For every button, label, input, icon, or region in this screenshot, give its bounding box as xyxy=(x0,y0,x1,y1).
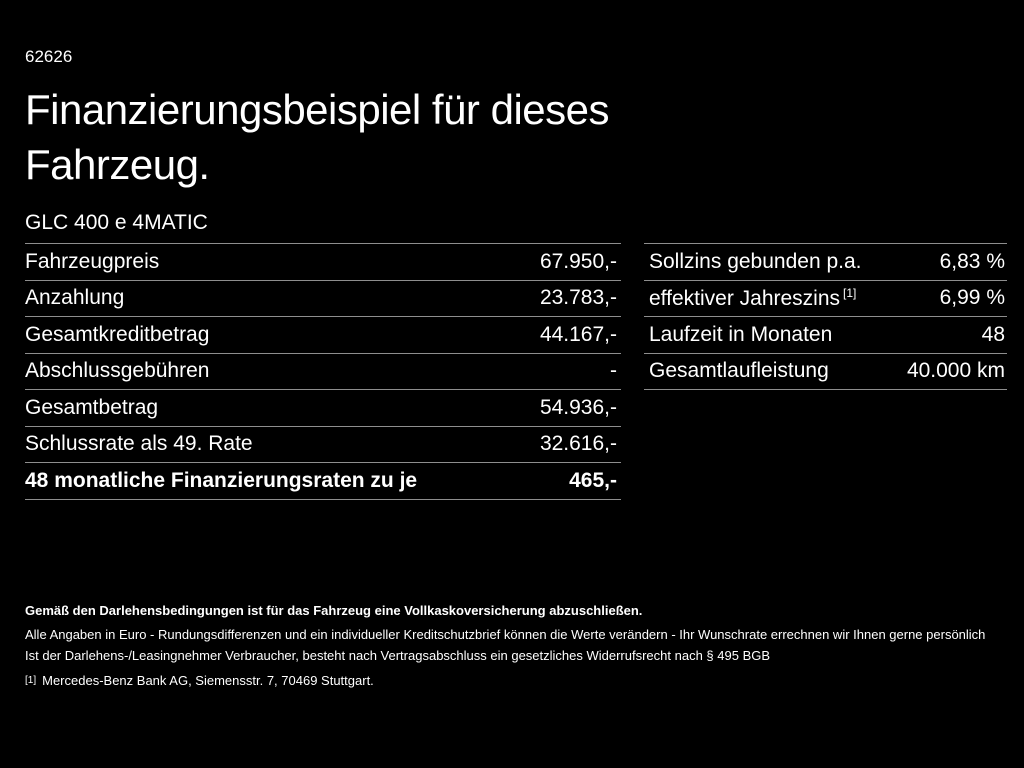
table-row-sollzins: Sollzins gebunden p.a. 6,83 % xyxy=(644,243,1007,280)
row-label: Fahrzeugpreis xyxy=(25,249,160,273)
reference-number: 62626 xyxy=(25,47,73,66)
footnote-marker: [1] xyxy=(25,674,37,686)
legal-footer: Gemäß den Darlehensbedingungen ist für d… xyxy=(25,604,1015,687)
table-row-laufzeit: Laufzeit in Monaten 48 xyxy=(644,316,1007,353)
row-value: 48 xyxy=(981,322,1005,346)
row-label: 48 monatliche Finanzierungsraten zu je xyxy=(25,468,418,492)
table-row-gesamtbetrag: Gesamtbetrag 54.936,- xyxy=(25,389,621,426)
table-row-abschlussgebuehren: Abschlussgebühren - xyxy=(25,352,621,390)
row-label: Laufzeit in Monaten xyxy=(649,322,833,346)
vehicle-model: GLC 400 e 4MATIC xyxy=(25,211,208,234)
insurance-requirement-note: Gemäß den Darlehensbedingungen ist für d… xyxy=(25,603,643,618)
row-value: 6,99 % xyxy=(939,286,1005,310)
row-label: Gesamtbetrag xyxy=(25,395,159,419)
row-value: 6,83 % xyxy=(939,249,1005,273)
table-row-gesamtlaufleistung: Gesamtlaufleistung 40.000 km xyxy=(644,352,1007,390)
disclaimer-line: Alle Angaben in Euro - Rundungsdifferenz… xyxy=(25,626,986,642)
page-title: Finanzierungsbeispiel für dieses Fahrzeu… xyxy=(25,86,610,188)
table-row-fahrzeugpreis: Fahrzeugpreis 67.950,- xyxy=(25,243,621,280)
row-value: 67.950,- xyxy=(539,249,617,273)
footnote: [1] Mercedes-Benz Bank AG, Siemensstr. 7,… xyxy=(25,672,1015,688)
row-value: 40.000 km xyxy=(906,359,1005,383)
footnote-text: Mercedes-Benz Bank AG, Siemensstr. 7, 70… xyxy=(42,672,374,688)
table-row-monatsrate: 48 monatliche Finanzierungsraten zu je 4… xyxy=(25,462,621,500)
row-label: Abschlussgebühren xyxy=(25,359,210,383)
row-label: Gesamtlaufleistung xyxy=(649,359,829,383)
row-value: 23.783,- xyxy=(539,286,617,310)
financing-table-right: Sollzins gebunden p.a. 6,83 % effektiver… xyxy=(644,243,1007,390)
row-value: 465,- xyxy=(569,468,617,492)
row-value: 54.936,- xyxy=(539,395,617,419)
withdrawal-right-note: Ist der Darlehens-/Leasingnehmer Verbrau… xyxy=(25,648,771,663)
row-value: - xyxy=(610,359,617,383)
row-label: Gesamtkreditbetrag xyxy=(25,322,210,346)
row-value: 44.167,- xyxy=(539,322,617,346)
row-label: Anzahlung xyxy=(25,286,125,310)
footnote-reference: [1] xyxy=(843,285,857,300)
table-row-anzahlung: Anzahlung 23.783,- xyxy=(25,279,621,317)
financing-table-left: Fahrzeugpreis 67.950,- Anzahlung 23.783,… xyxy=(25,243,621,500)
row-label: Sollzins gebunden p.a. xyxy=(649,249,862,273)
row-value: 32.616,- xyxy=(539,432,617,456)
row-label: effektiver Jahreszins [1] xyxy=(649,285,857,310)
table-row-schlussrate: Schlussrate als 49. Rate 32.616,- xyxy=(25,425,621,463)
table-row-effektiver-jahreszins: effektiver Jahreszins [1] 6,99 % xyxy=(644,279,1007,317)
table-row-gesamtkreditbetrag: Gesamtkreditbetrag 44.167,- xyxy=(25,316,621,353)
row-label: Schlussrate als 49. Rate xyxy=(25,432,253,456)
